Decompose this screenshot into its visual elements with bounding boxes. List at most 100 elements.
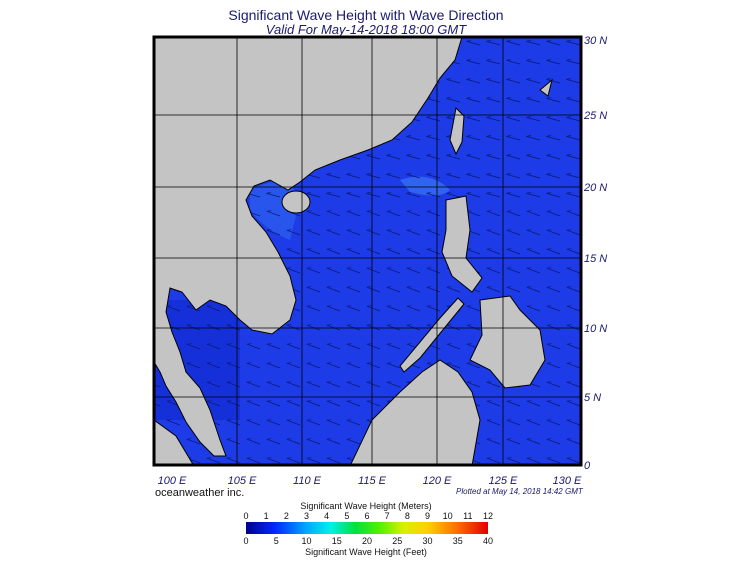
arrow: [486, 59, 501, 65]
arrow: [266, 362, 281, 369]
lon-label: 110 E: [293, 475, 322, 487]
arrow: [266, 210, 281, 217]
arrow: [526, 97, 541, 103]
arrow: [546, 116, 561, 122]
arrow: [206, 400, 221, 407]
lat-label: 25 N: [583, 110, 607, 122]
arrow: [186, 305, 201, 312]
arrow: [566, 97, 581, 103]
arrow: [466, 192, 481, 198]
arrow: [386, 286, 401, 293]
arrow: [426, 286, 441, 293]
arrow: [506, 267, 521, 274]
arrow: [486, 192, 501, 198]
arrow: [154, 403, 161, 407]
arrow: [566, 457, 581, 464]
arrow: [246, 400, 261, 407]
lat-label: 30 N: [584, 35, 607, 47]
arrow: [426, 173, 441, 179]
arrow: [506, 154, 521, 160]
arrow: [346, 267, 361, 274]
arrow: [466, 59, 481, 65]
arrow: [206, 362, 221, 369]
arrow: [526, 210, 541, 217]
arrow: [346, 438, 361, 445]
arrow: [566, 135, 581, 141]
arrow: [286, 362, 301, 369]
feet-tick-label: 20: [362, 536, 372, 546]
arrow: [346, 400, 361, 407]
arrow: [566, 343, 581, 350]
arrow: [346, 305, 361, 312]
arrow: [446, 343, 461, 350]
arrow: [306, 457, 321, 464]
arrow: [486, 267, 501, 274]
islands: [539, 78, 553, 97]
arrow: [166, 419, 181, 426]
arrow: [426, 135, 441, 141]
arrow: [486, 286, 501, 293]
arrow: [546, 457, 561, 464]
arrow: [306, 305, 321, 312]
arrow: [526, 267, 541, 274]
arrow: [486, 210, 501, 217]
arrow: [546, 248, 561, 255]
arrow: [466, 116, 481, 122]
arrow: [154, 384, 161, 388]
arrow: [526, 248, 541, 255]
arrow: [506, 400, 521, 407]
arrow: [226, 457, 241, 464]
lon-label: 125 E: [489, 475, 518, 487]
arrow: [306, 192, 321, 198]
arrow: [326, 343, 341, 350]
arrow: [346, 419, 361, 426]
arrow: [186, 343, 201, 350]
arrow: [226, 343, 241, 350]
arrow: [326, 173, 341, 179]
arrow: [506, 192, 521, 198]
arrow: [566, 267, 581, 274]
wave-patch: [400, 176, 450, 196]
arrow: [546, 267, 561, 274]
arrow: [326, 305, 341, 312]
arrow: [546, 210, 561, 217]
arrow: [486, 78, 501, 84]
meters-tick-label: 6: [364, 511, 369, 521]
lon-label: 120 E: [423, 475, 452, 487]
arrow: [526, 192, 541, 198]
arrow: [366, 229, 381, 236]
arrow: [546, 135, 561, 141]
arrow: [406, 173, 421, 179]
arrow: [246, 438, 261, 445]
arrow: [446, 192, 461, 198]
arrow: [366, 400, 381, 407]
arrow: [566, 173, 581, 179]
lat-label: 15 N: [584, 253, 607, 265]
subtitle: Valid For May-14-2018 18:00 GMT: [266, 22, 467, 37]
lon-label: 115 E: [358, 475, 387, 487]
arrow: [186, 438, 201, 445]
arrow: [306, 229, 321, 236]
arrow: [526, 173, 541, 179]
feet-tick-label: 30: [422, 536, 432, 546]
graticule: [154, 37, 581, 465]
meters-tick-label: 7: [385, 511, 390, 521]
arrow: [506, 286, 521, 293]
feet-tick-label: 5: [274, 536, 279, 546]
arrow: [206, 381, 221, 388]
arrow: [246, 362, 261, 369]
arrow: [406, 248, 421, 255]
arrow: [366, 173, 381, 179]
arrow: [226, 400, 241, 407]
arrow: [566, 210, 581, 217]
arrow: [366, 192, 381, 198]
arrow: [266, 229, 281, 236]
arrow: [326, 248, 341, 255]
arrow: [446, 154, 461, 160]
arrow: [306, 419, 321, 426]
arrow: [286, 267, 301, 274]
arrow: [526, 229, 541, 236]
arrow: [306, 438, 321, 445]
mindanao: [469, 295, 546, 389]
